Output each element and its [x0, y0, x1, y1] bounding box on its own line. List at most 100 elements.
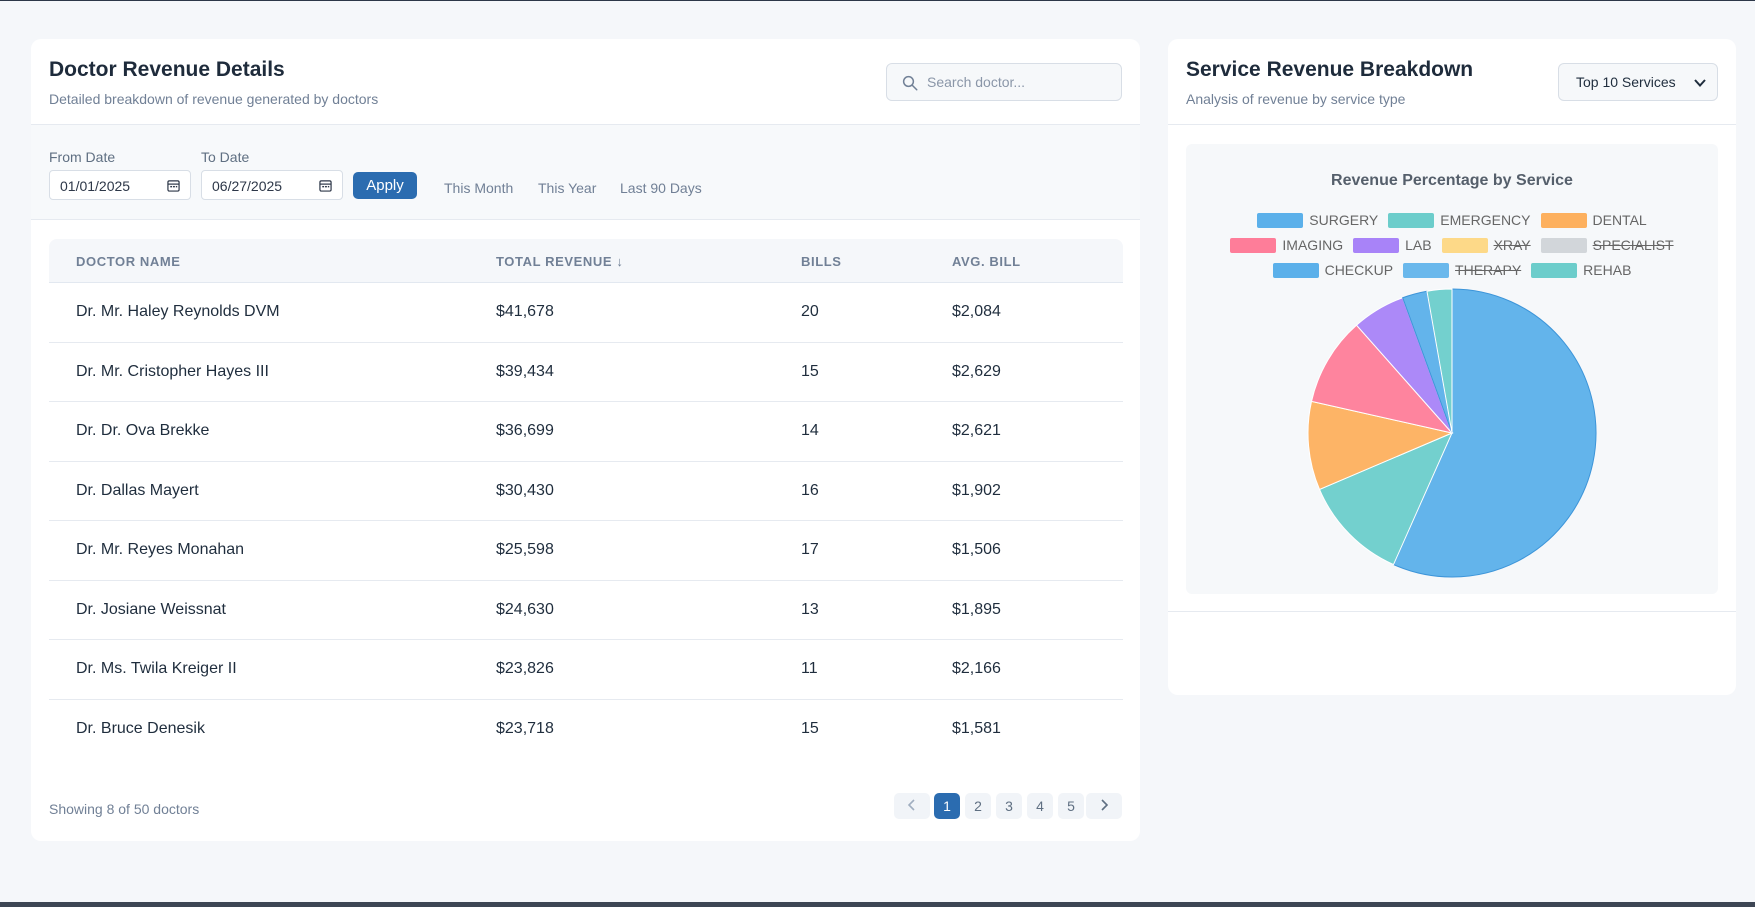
filter-bar: From Date 01/01/2025 To Date 06/27/2025 … [31, 125, 1140, 220]
page-button-5[interactable]: 5 [1058, 793, 1084, 819]
from-date-label: From Date [49, 149, 116, 165]
quick-filter-this-month[interactable]: This Month [444, 180, 514, 196]
page-button-2[interactable]: 2 [965, 793, 991, 819]
col-total-revenue[interactable]: TOTAL REVENUE ↓ [496, 254, 624, 269]
legend-item-checkup[interactable]: CHECKUP [1272, 262, 1394, 278]
pie-slice-surgery[interactable] [1392, 288, 1597, 578]
table-row[interactable]: Dr. Mr. Reyes Monahan $25,598 17 $1,506 [49, 521, 1123, 581]
search-icon [902, 75, 918, 91]
legend-swatch [1540, 238, 1587, 253]
avg-bill-cell: $2,621 [952, 422, 1001, 439]
card-subtitle: Analysis of revenue by service type [1186, 91, 1406, 107]
prev-page-button[interactable] [894, 793, 930, 819]
table-row[interactable]: Dr. Mr. Haley Reynolds DVM $41,678 20 $2,08… [49, 283, 1123, 343]
quick-filter-this-year[interactable]: This Year [538, 180, 597, 196]
legend-item-imaging[interactable]: IMAGING [1230, 237, 1343, 253]
calendar-icon[interactable] [319, 179, 332, 192]
card-header: Doctor Revenue Details Detailed breakdow… [31, 39, 1140, 125]
pie-slice-emergency[interactable] [1318, 432, 1453, 566]
total-revenue-cell: $25,598 [496, 541, 554, 558]
total-revenue-cell: $24,630 [496, 600, 554, 618]
page-button-4[interactable]: 4 [1027, 793, 1053, 819]
legend-item-surgery[interactable]: SURGERY [1257, 212, 1378, 228]
total-revenue-cell: $30,430 [496, 481, 554, 499]
legend-swatch [1540, 213, 1587, 228]
col-bills[interactable]: BILLS [801, 254, 842, 269]
from-date-input[interactable]: 01/01/2025 [49, 170, 191, 200]
legend-item-dental[interactable]: DENTAL [1540, 212, 1647, 228]
legend-item-therapy[interactable]: THERAPY [1403, 262, 1521, 278]
doctor-name-cell: Dr. Dallas Mayert [76, 481, 199, 499]
doctor-name-cell: Dr. Bruce Denesik [76, 719, 205, 737]
table-row[interactable]: Dr. Josiane Weissnat $24,630 13 $1,895 [49, 581, 1123, 640]
legend-label: SPECIALIST [1592, 237, 1674, 253]
bills-cell: 14 [801, 422, 819, 439]
bills-cell: 17 [801, 541, 819, 558]
top-services-select[interactable]: Top 10 Services [1558, 63, 1718, 101]
page-button-3[interactable]: 3 [996, 793, 1022, 819]
legend-item-xray[interactable]: XRAY [1441, 237, 1531, 253]
table-row[interactable]: Dr. Mr. Cristopher Hayes III $39,434 15 $2,… [49, 343, 1123, 402]
search-input[interactable] [927, 64, 1117, 100]
legend-label: EMERGENCY [1440, 212, 1531, 228]
service-revenue-card: Service Revenue Breakdown Analysis of re… [1168, 39, 1736, 695]
legend-item-emergency[interactable]: EMERGENCY [1388, 212, 1531, 228]
avg-bill-cell: $1,506 [952, 541, 1001, 558]
revenue-table: DOCTOR NAME TOTAL REVENUE ↓ BILLS AVG. B… [49, 239, 1123, 759]
legend-item-lab[interactable]: LAB [1353, 237, 1432, 253]
table-row[interactable]: Dr. Bruce Denesik $23,718 15 $1,581 [49, 700, 1123, 760]
legend-label: THERAPY [1455, 262, 1522, 278]
legend-item-rehab[interactable]: REHAB [1531, 262, 1631, 278]
pie-chart-panel: Revenue Percentage by Service SURGERY EME… [1186, 144, 1718, 594]
total-revenue-cell: $41,678 [496, 303, 554, 320]
avg-bill-cell: $1,895 [952, 600, 1001, 618]
table-row[interactable]: Dr. Dallas Mayert $30,430 16 $1,902 [49, 462, 1123, 521]
to-date-value: 06/27/2025 [212, 178, 283, 194]
page-button-1[interactable]: 1 [934, 793, 960, 819]
apply-button[interactable]: Apply [353, 172, 417, 199]
chevron-left-icon [907, 799, 915, 811]
pie-slice-rehab[interactable] [1426, 288, 1453, 434]
total-revenue-cell: $36,699 [496, 422, 554, 439]
from-date-value: 01/01/2025 [60, 178, 131, 194]
card-header: Service Revenue Breakdown Analysis of re… [1168, 39, 1736, 125]
legend-label: IMAGING [1282, 237, 1344, 253]
legend-label: REHAB [1583, 262, 1632, 278]
col-avg-bill[interactable]: AVG. BILL [952, 254, 1021, 269]
legend-swatch [1388, 213, 1435, 228]
bills-cell: 16 [801, 481, 819, 499]
next-page-button[interactable] [1086, 793, 1122, 819]
legend-swatch [1531, 263, 1578, 278]
doctor-name-cell: Dr. Mr. Cristopher Hayes III [76, 362, 269, 380]
avg-bill-cell: $2,629 [952, 362, 1001, 380]
bills-cell: 13 [801, 600, 819, 618]
quick-filter-last-90-days[interactable]: Last 90 Days [620, 180, 702, 196]
legend-swatch [1441, 238, 1488, 253]
to-date-input[interactable]: 06/27/2025 [201, 170, 343, 200]
table-header: DOCTOR NAME TOTAL REVENUE ↓ BILLS AVG. B… [49, 239, 1123, 283]
table-row[interactable]: Dr. Ms. Twila Kreiger II $23,826 11 $2,166 [49, 640, 1123, 700]
pie-slice-dental[interactable] [1307, 400, 1454, 491]
col-doctor-name[interactable]: DOCTOR NAME [76, 254, 181, 269]
legend-label: LAB [1405, 237, 1432, 253]
table-row[interactable]: Dr. Dr. Ova Brekke $36,699 14 $2,621 [49, 402, 1123, 462]
legend-label: CHECKUP [1324, 262, 1394, 278]
legend-swatch [1230, 238, 1277, 253]
bills-cell: 15 [801, 362, 819, 380]
card-title: Doctor Revenue Details [49, 58, 285, 81]
legend-swatch [1353, 238, 1400, 253]
legend-label: DENTAL [1592, 212, 1647, 228]
total-revenue-cell: $23,826 [496, 660, 554, 677]
avg-bill-cell: $2,084 [952, 303, 1001, 320]
chart-divider [1168, 611, 1736, 612]
calendar-icon[interactable] [167, 179, 180, 192]
select-value: Top 10 Services [1576, 74, 1676, 90]
legend-swatch [1257, 213, 1304, 228]
chart-title: Revenue Percentage by Service [1331, 172, 1573, 189]
search-box[interactable] [886, 63, 1122, 101]
chevron-right-icon [1101, 799, 1109, 811]
legend-item-specialist[interactable]: SPECIALIST [1540, 237, 1674, 253]
pie-slice-imaging[interactable] [1310, 324, 1454, 434]
top-border [0, 0, 1755, 1]
